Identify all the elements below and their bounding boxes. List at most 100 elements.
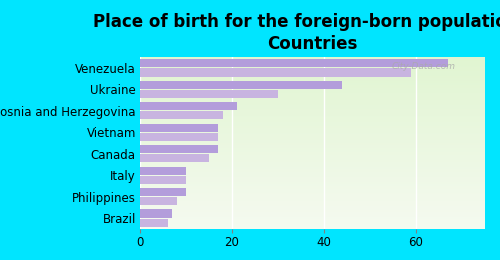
Bar xyxy=(140,73,485,74)
Bar xyxy=(140,200,485,201)
Bar xyxy=(140,66,485,68)
Bar xyxy=(140,218,485,220)
Bar xyxy=(140,103,485,105)
Bar xyxy=(140,136,485,138)
Bar xyxy=(140,64,485,66)
Bar xyxy=(140,208,485,210)
Bar xyxy=(140,88,485,90)
Bar xyxy=(140,181,485,183)
Bar xyxy=(140,217,485,218)
Bar xyxy=(140,169,485,171)
Bar xyxy=(140,68,485,69)
Bar xyxy=(140,164,485,165)
Bar xyxy=(140,119,485,121)
Bar xyxy=(140,191,485,193)
Bar xyxy=(140,150,485,152)
Bar xyxy=(140,183,485,184)
Bar xyxy=(140,126,485,128)
Bar xyxy=(140,112,485,114)
Bar xyxy=(140,188,485,189)
Bar xyxy=(140,157,485,158)
Bar xyxy=(140,218,168,227)
Bar xyxy=(140,124,218,132)
Bar xyxy=(140,186,485,188)
Text: City-Data.com: City-Data.com xyxy=(392,62,456,71)
Bar xyxy=(140,85,485,86)
Bar xyxy=(140,98,485,100)
Bar xyxy=(140,129,485,131)
Bar xyxy=(140,121,485,122)
Bar xyxy=(140,59,448,68)
Bar xyxy=(140,143,485,145)
Bar xyxy=(140,90,485,92)
Bar xyxy=(140,80,485,81)
Bar xyxy=(140,153,485,155)
Bar xyxy=(140,97,485,98)
Bar xyxy=(140,74,485,76)
Bar xyxy=(140,138,485,140)
Bar xyxy=(140,205,485,206)
Bar xyxy=(140,174,485,176)
Bar xyxy=(140,102,485,103)
Bar xyxy=(140,158,485,160)
Bar xyxy=(140,61,485,62)
Bar xyxy=(140,171,485,172)
Bar xyxy=(140,155,485,157)
Bar xyxy=(140,86,485,88)
Bar xyxy=(140,81,485,83)
Bar xyxy=(140,90,278,98)
Bar xyxy=(140,107,485,109)
Bar xyxy=(140,222,485,224)
Bar xyxy=(140,78,485,80)
Bar xyxy=(140,133,485,134)
Bar xyxy=(140,172,485,174)
Bar xyxy=(140,206,485,208)
Bar xyxy=(140,224,485,225)
Bar xyxy=(140,210,172,218)
Bar xyxy=(140,212,485,213)
Bar xyxy=(140,194,485,196)
Bar xyxy=(140,59,485,61)
Bar xyxy=(140,134,485,136)
Bar xyxy=(140,124,485,126)
Bar xyxy=(140,198,485,200)
Bar xyxy=(140,162,485,164)
Bar xyxy=(140,197,177,205)
Bar xyxy=(140,109,485,110)
Bar xyxy=(140,152,485,153)
Bar xyxy=(140,176,485,177)
Bar xyxy=(140,225,485,227)
Bar xyxy=(140,177,485,179)
Bar xyxy=(140,220,485,222)
Bar xyxy=(140,146,485,148)
Bar xyxy=(140,71,485,73)
Bar xyxy=(140,167,485,169)
Bar xyxy=(140,193,485,194)
Bar xyxy=(140,148,485,150)
Bar xyxy=(140,165,485,167)
Bar xyxy=(140,93,485,95)
Bar xyxy=(140,57,485,59)
Bar xyxy=(140,111,223,119)
Bar xyxy=(140,81,342,89)
Bar xyxy=(140,201,485,203)
Bar xyxy=(140,188,186,196)
Bar xyxy=(140,115,485,117)
Bar xyxy=(140,100,485,102)
Bar xyxy=(140,210,485,212)
Bar xyxy=(140,145,485,146)
Bar xyxy=(140,128,485,129)
Bar xyxy=(140,203,485,205)
Bar xyxy=(140,131,485,133)
Bar xyxy=(140,213,485,215)
Bar xyxy=(140,176,186,184)
Bar xyxy=(140,83,485,85)
Bar xyxy=(140,92,485,93)
Bar xyxy=(140,105,485,107)
Title: Place of birth for the foreign-born population -
Countries: Place of birth for the foreign-born popu… xyxy=(94,13,500,53)
Bar xyxy=(140,145,218,153)
Bar xyxy=(140,215,485,217)
Bar xyxy=(140,179,485,181)
Bar xyxy=(140,167,186,175)
Bar xyxy=(140,76,485,78)
